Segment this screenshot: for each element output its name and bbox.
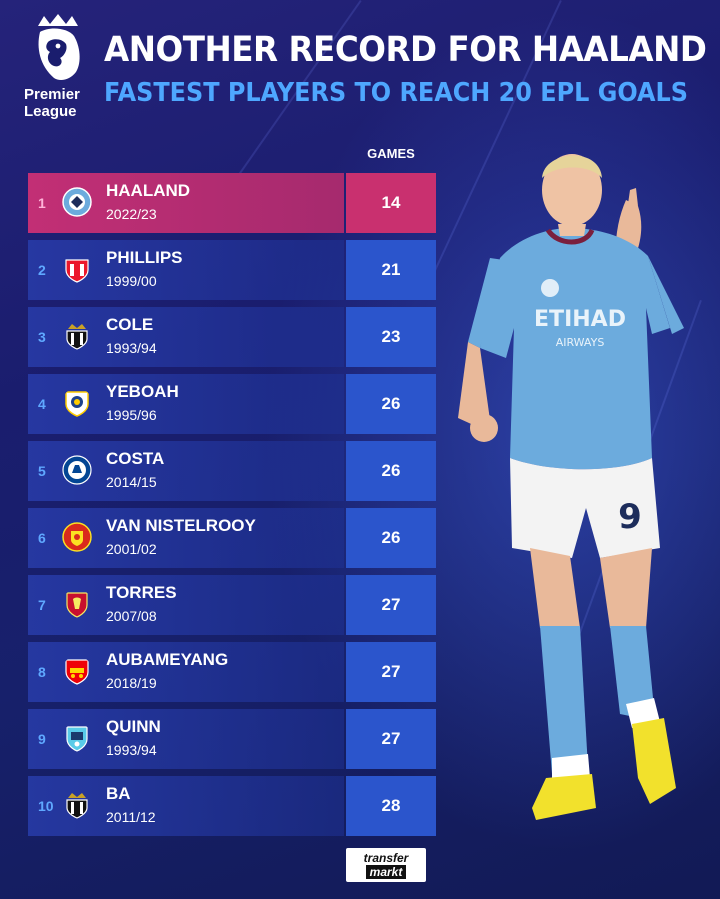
rank-number: 10 <box>38 798 54 814</box>
rank-number: 7 <box>38 597 46 613</box>
page-subtitle: FASTEST PLAYERS TO REACH 20 EPL GOALS <box>104 78 689 108</box>
shirt-crest-icon <box>541 279 559 297</box>
table-row: 7 TORRES 2007/08 27 <box>28 575 438 635</box>
premier-league-logo: Premier League <box>18 12 98 122</box>
games-value: 23 <box>346 307 436 367</box>
season: 2018/19 <box>106 675 157 691</box>
games-value: 27 <box>346 709 436 769</box>
player-name: YEBOAH <box>106 382 179 401</box>
player-name: TORRES <box>106 583 177 602</box>
rank-number: 1 <box>38 195 46 211</box>
rank-number: 3 <box>38 329 46 345</box>
logo-line-2: League <box>24 103 77 120</box>
player-name: PHILLIPS <box>106 248 183 267</box>
games-value: 26 <box>346 441 436 501</box>
player-photo: ETIHAD AIRWAYS 9 <box>458 154 684 820</box>
games-value: 21 <box>346 240 436 300</box>
leeds-crest-icon <box>65 391 89 417</box>
arsenal-crest-icon <box>65 659 89 685</box>
games-column-header: GAMES <box>367 146 415 161</box>
shirt-sponsor: ETIHAD <box>534 307 626 332</box>
games-value: 28 <box>346 776 436 836</box>
player-name: QUINN <box>106 717 161 736</box>
player-name: BA <box>106 784 131 803</box>
footer-logo-line-2: markt <box>365 864 407 879</box>
logo-line-1: Premier <box>24 86 80 103</box>
games-value: 27 <box>346 575 436 635</box>
table-row: 6 VAN NISTELROOY 2001/02 26 <box>28 508 438 568</box>
rank-number: 5 <box>38 463 46 479</box>
player-name: VAN NISTELROOY <box>106 516 256 535</box>
player-name: COSTA <box>106 449 165 468</box>
table-row: 10 BA 2011/12 28 <box>28 776 438 836</box>
games-value: 14 <box>346 173 436 233</box>
season: 2022/23 <box>106 206 157 222</box>
table-row: 3 COLE 1993/94 23 <box>28 307 438 367</box>
player-name: HAALAND <box>106 181 191 200</box>
man-united-crest-icon <box>62 522 92 552</box>
shirt-sponsor-sub: AIRWAYS <box>556 336 605 349</box>
table-row: 4 YEBOAH 1995/96 26 <box>28 374 438 434</box>
rank-number: 9 <box>38 731 46 747</box>
chelsea-crest-icon <box>62 455 92 485</box>
table-row: 2 PHILLIPS 1999/00 21 <box>28 240 438 300</box>
games-value: 27 <box>346 642 436 702</box>
season: 2001/02 <box>106 541 157 557</box>
games-value: 26 <box>346 508 436 568</box>
footer-logo-line-1: transfer <box>363 850 409 865</box>
table-row: 5 COSTA 2014/15 26 <box>28 441 438 501</box>
liverpool-crest-icon <box>66 592 88 618</box>
transfermarkt-logo: transfer markt <box>346 848 426 882</box>
season: 2007/08 <box>106 608 157 624</box>
shorts-number: 9 <box>618 497 642 537</box>
player-name: COLE <box>106 315 154 334</box>
table-row: 8 AUBAMEYANG 2018/19 27 <box>28 642 438 702</box>
coventry-crest-icon <box>66 726 88 752</box>
sunderland-crest-icon <box>65 259 89 283</box>
season: 2011/12 <box>106 809 156 825</box>
table-row: 1 HAALAND 2022/23 14 <box>28 173 438 233</box>
rank-number: 6 <box>38 530 46 546</box>
rank-number: 8 <box>38 664 46 680</box>
season: 1995/96 <box>106 407 157 423</box>
newcastle-crest-icon <box>66 793 88 819</box>
man-city-crest-icon <box>62 187 92 217</box>
rank-number: 2 <box>38 262 46 278</box>
table-row: 9 QUINN 1993/94 27 <box>28 709 438 769</box>
premier-league-wordmark: Premier League <box>24 86 104 120</box>
page-title: ANOTHER RECORD FOR HAALAND <box>104 30 707 70</box>
newcastle-crest-icon <box>66 324 88 350</box>
player-name: AUBAMEYANG <box>106 650 229 669</box>
season: 1993/94 <box>106 340 157 356</box>
rank-number: 4 <box>38 396 46 412</box>
season: 1999/00 <box>106 273 157 289</box>
season: 2014/15 <box>106 474 157 490</box>
season: 1993/94 <box>106 742 157 758</box>
lion-crest-icon <box>38 14 80 80</box>
games-value: 26 <box>346 374 436 434</box>
